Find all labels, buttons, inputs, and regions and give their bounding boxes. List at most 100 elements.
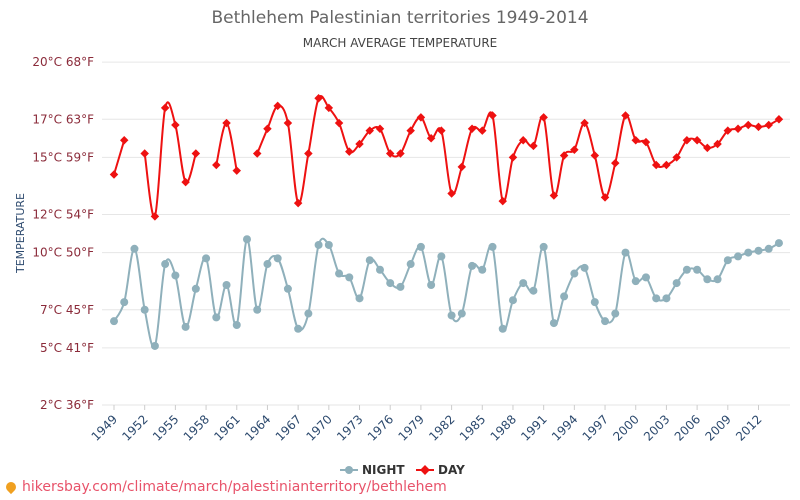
data-point[interactable]: [549, 319, 558, 328]
data-point[interactable]: [498, 324, 507, 333]
data-point[interactable]: [662, 160, 671, 170]
data-point[interactable]: [161, 260, 170, 269]
data-point[interactable]: [662, 294, 671, 303]
data-point[interactable]: [263, 260, 272, 269]
legend-item-day[interactable]: DAY: [416, 463, 465, 477]
data-point[interactable]: [160, 103, 170, 113]
data-point[interactable]: [283, 118, 293, 128]
data-point[interactable]: [109, 170, 119, 179]
data-point[interactable]: [324, 240, 333, 249]
data-point[interactable]: [478, 126, 487, 135]
data-point[interactable]: [539, 242, 548, 251]
data-point[interactable]: [590, 151, 600, 160]
data-point[interactable]: [590, 298, 599, 307]
data-point[interactable]: [119, 135, 129, 145]
data-point[interactable]: [682, 265, 691, 274]
legend[interactable]: NIGHT DAY: [340, 463, 465, 477]
data-point[interactable]: [734, 252, 743, 261]
data-point[interactable]: [529, 141, 538, 151]
data-point[interactable]: [570, 269, 579, 278]
data-point[interactable]: [406, 126, 415, 135]
data-point[interactable]: [580, 263, 589, 272]
data-point[interactable]: [774, 239, 783, 248]
data-point[interactable]: [273, 254, 282, 263]
data-point[interactable]: [478, 265, 487, 274]
data-point[interactable]: [365, 256, 374, 265]
source-url[interactable]: hikersbay.com/climate/march/palestiniant…: [22, 479, 447, 495]
data-point[interactable]: [150, 212, 160, 221]
data-point[interactable]: [601, 317, 610, 326]
data-point[interactable]: [447, 189, 456, 198]
data-point[interactable]: [314, 94, 323, 103]
data-point[interactable]: [120, 298, 129, 307]
data-point[interactable]: [672, 279, 681, 288]
data-point[interactable]: [723, 256, 732, 265]
data-point[interactable]: [386, 279, 395, 288]
data-point[interactable]: [529, 286, 538, 295]
data-point[interactable]: [631, 277, 640, 286]
data-point[interactable]: [611, 158, 620, 168]
data-point[interactable]: [426, 134, 436, 143]
data-point[interactable]: [171, 271, 180, 280]
data-point[interactable]: [232, 320, 241, 329]
data-point[interactable]: [406, 260, 415, 269]
legend-item-night[interactable]: NIGHT: [340, 463, 405, 477]
data-point[interactable]: [314, 240, 323, 249]
data-point[interactable]: [488, 242, 497, 251]
data-point[interactable]: [385, 149, 395, 158]
data-point[interactable]: [181, 322, 190, 331]
data-point[interactable]: [416, 242, 425, 251]
data-point[interactable]: [263, 124, 272, 134]
data-point[interactable]: [212, 313, 221, 322]
data-point[interactable]: [508, 296, 517, 305]
data-point[interactable]: [293, 198, 303, 208]
data-point[interactable]: [334, 118, 344, 128]
data-point[interactable]: [294, 324, 303, 333]
data-point[interactable]: [283, 284, 292, 293]
data-point[interactable]: [416, 113, 426, 122]
data-point[interactable]: [202, 254, 211, 263]
data-point[interactable]: [242, 235, 251, 244]
data-point[interactable]: [212, 160, 221, 170]
data-point[interactable]: [641, 137, 651, 147]
data-point[interactable]: [447, 311, 456, 320]
data-point[interactable]: [110, 317, 118, 326]
data-point[interactable]: [222, 280, 231, 289]
data-point[interactable]: [611, 309, 620, 318]
data-point[interactable]: [764, 244, 773, 253]
data-point[interactable]: [467, 124, 477, 134]
data-point[interactable]: [375, 124, 385, 134]
data-point[interactable]: [253, 305, 262, 314]
data-point[interactable]: [744, 120, 753, 130]
data-point[interactable]: [304, 309, 313, 318]
data-point[interactable]: [754, 246, 763, 255]
data-point[interactable]: [631, 135, 640, 145]
data-point[interactable]: [427, 280, 436, 289]
data-point[interactable]: [396, 149, 405, 158]
data-point[interactable]: [365, 126, 374, 135]
data-point[interactable]: [754, 122, 763, 132]
data-point[interactable]: [457, 309, 466, 318]
data-point[interactable]: [457, 162, 467, 172]
data-point[interactable]: [191, 149, 201, 158]
data-point[interactable]: [140, 305, 149, 314]
data-point[interactable]: [703, 143, 712, 153]
data-point[interactable]: [713, 275, 722, 284]
data-point[interactable]: [651, 160, 661, 170]
data-point[interactable]: [468, 261, 477, 270]
data-point[interactable]: [171, 120, 180, 130]
data-point[interactable]: [181, 177, 190, 187]
data-point[interactable]: [519, 279, 528, 288]
data-point[interactable]: [345, 273, 354, 282]
data-point[interactable]: [641, 273, 650, 282]
data-point[interactable]: [335, 269, 344, 278]
data-point[interactable]: [437, 126, 446, 135]
data-point[interactable]: [652, 294, 661, 303]
source-link[interactable]: hikersbay.com/climate/march/palestiniant…: [3, 479, 447, 495]
data-point[interactable]: [355, 294, 364, 303]
data-point[interactable]: [191, 284, 200, 293]
data-point[interactable]: [222, 118, 231, 128]
data-point[interactable]: [375, 265, 384, 274]
data-point[interactable]: [355, 139, 364, 149]
data-point[interactable]: [252, 149, 262, 158]
